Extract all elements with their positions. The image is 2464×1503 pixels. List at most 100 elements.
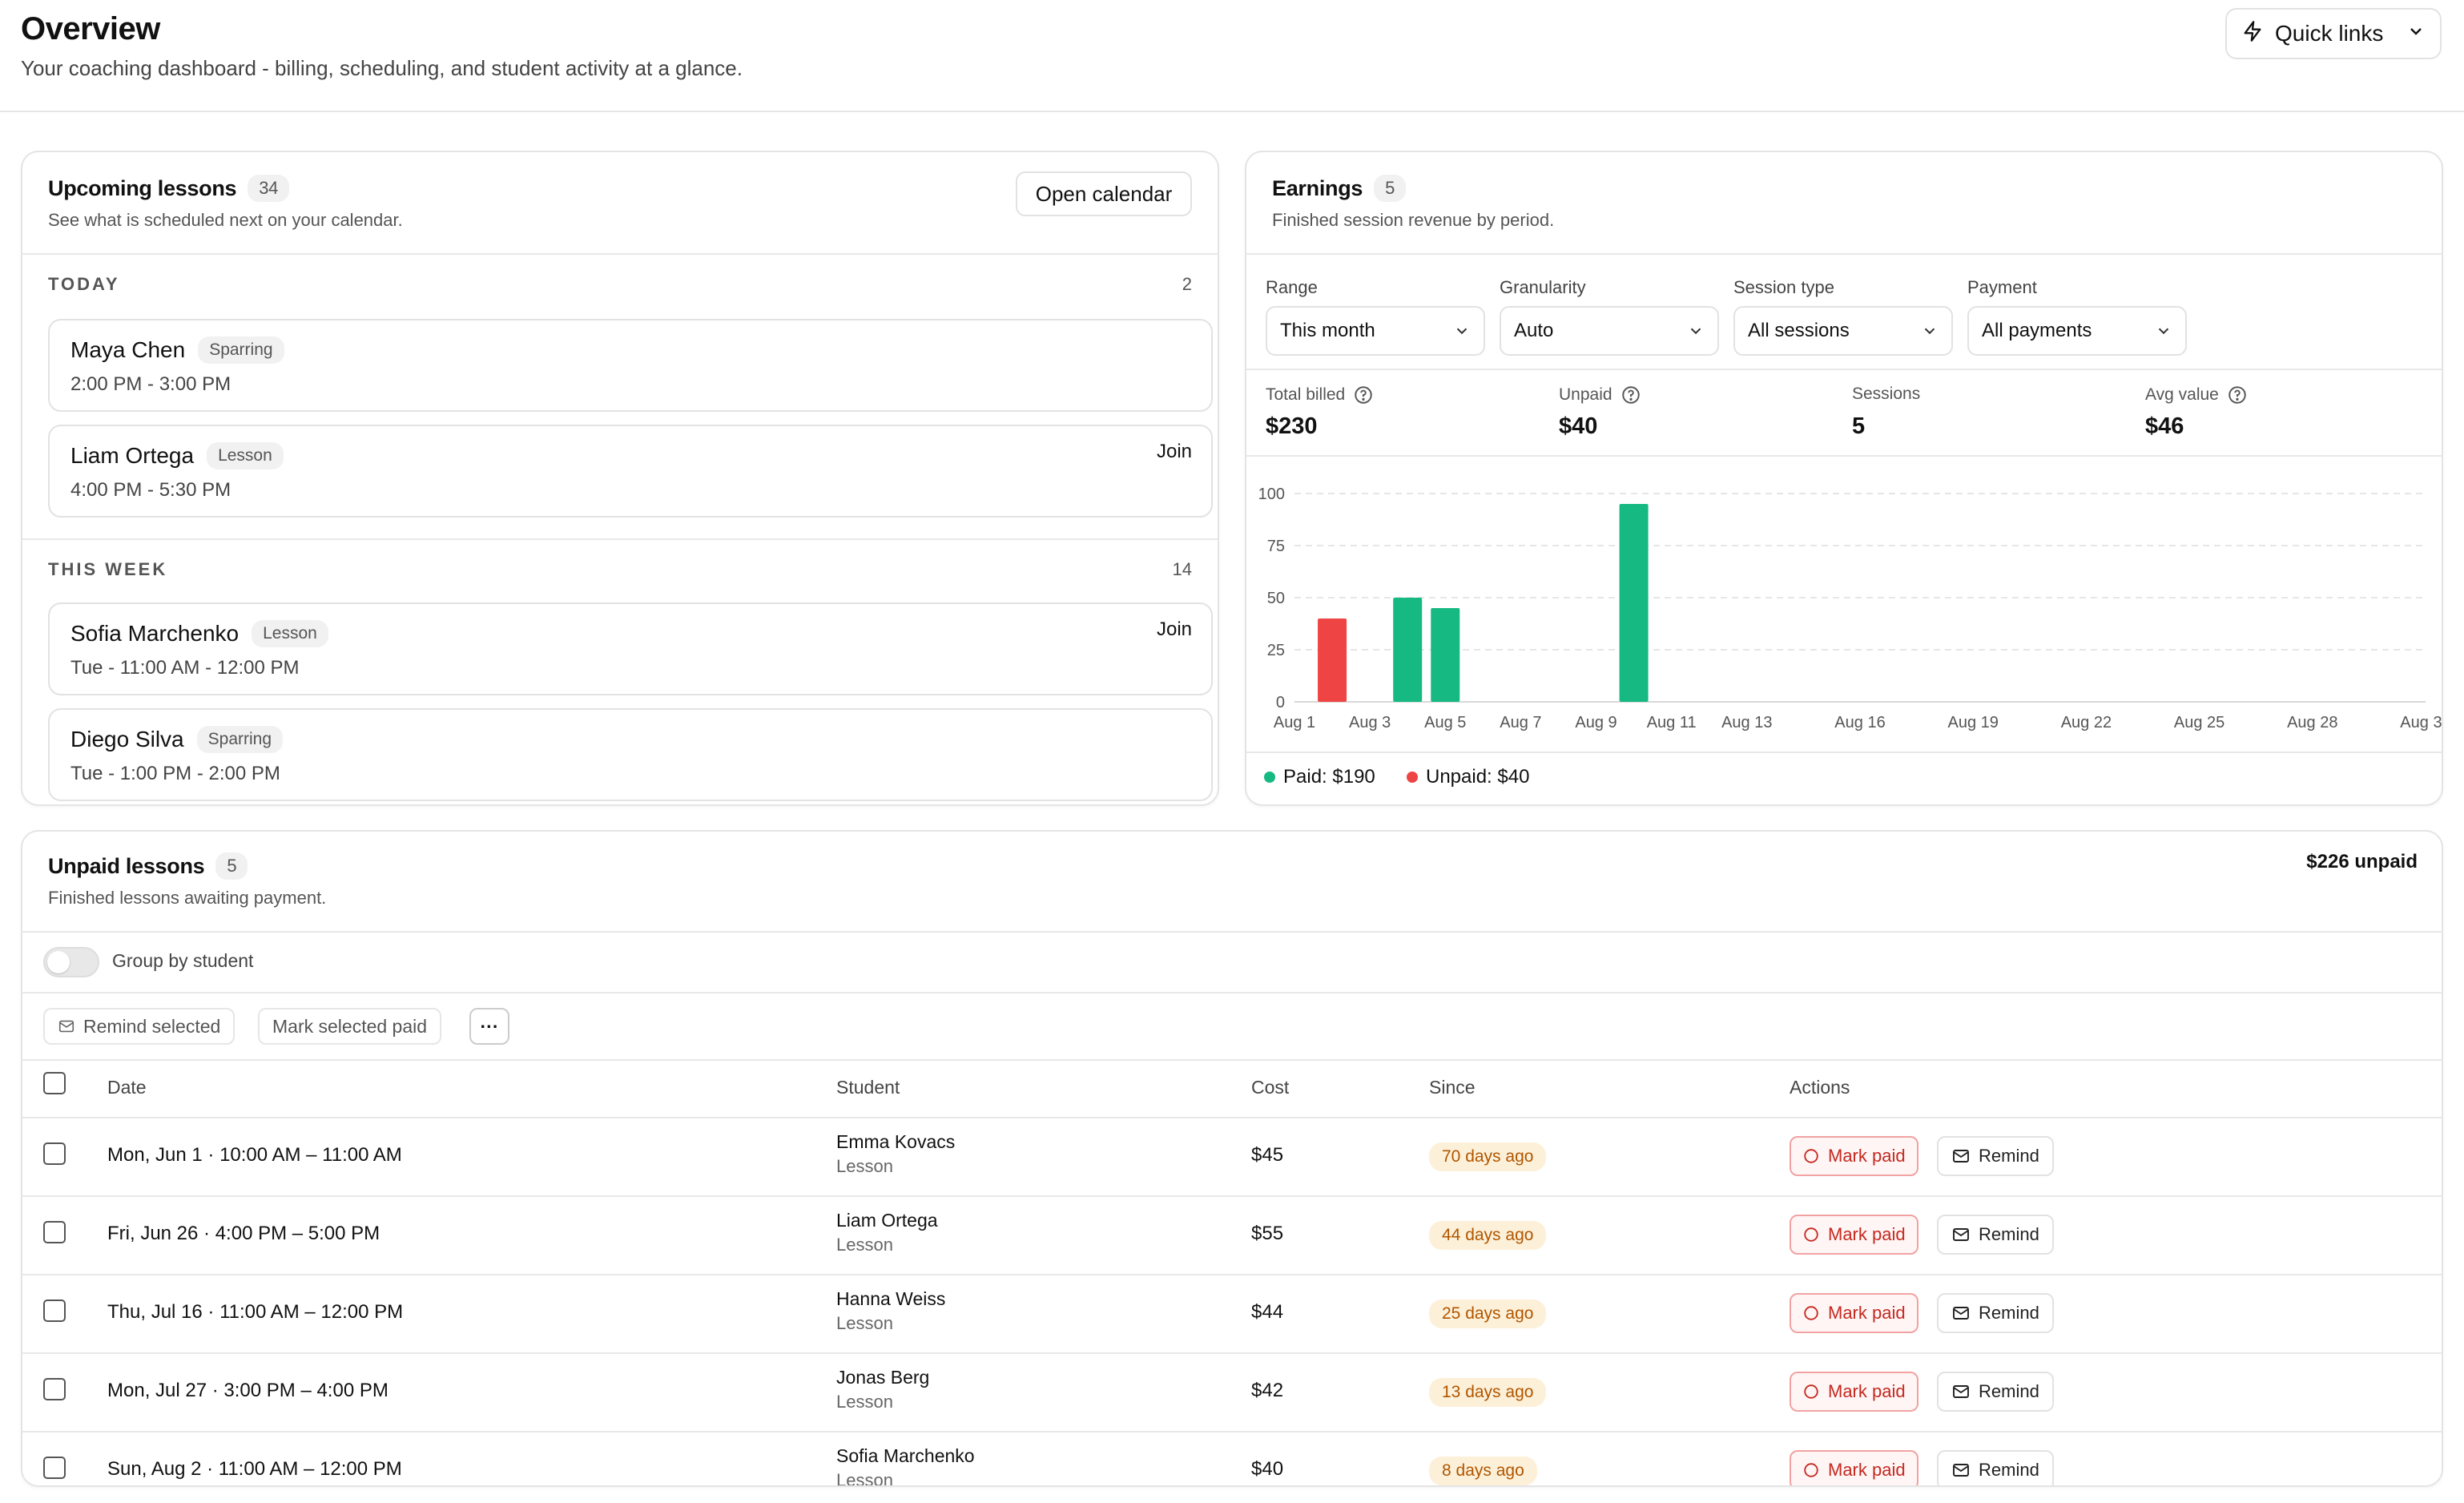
row-checkbox[interactable] <box>43 1142 66 1165</box>
remind-button[interactable]: Remind <box>1937 1450 2054 1485</box>
mark-paid-button[interactable]: Mark paid <box>1790 1372 1918 1412</box>
lesson-time: 2:00 PM - 3:00 PM <box>70 373 232 395</box>
lesson-time: 4:00 PM - 5:30 PM <box>70 479 232 501</box>
lesson-card[interactable]: Liam Ortega Lesson 4:00 PM - 5:30 PM Join <box>48 425 1213 518</box>
payment-select[interactable]: All payments <box>1967 306 2187 356</box>
sessions-label: Sessions <box>1852 385 1920 404</box>
column-header-date[interactable]: Date <box>107 1077 147 1098</box>
legend-paid-text: Paid: $190 <box>1283 766 1375 788</box>
paid-dot <box>1264 772 1275 783</box>
row-student[interactable]: Hanna Weiss Lesson <box>836 1288 945 1334</box>
row-date: Mon, Jul 27 · 3:00 PM – 4:00 PM <box>107 1380 389 1401</box>
mark-paid-button[interactable]: Mark paid <box>1790 1215 1918 1255</box>
lesson-card[interactable]: Maya Chen Sparring 2:00 PM - 3:00 PM <box>48 319 1213 412</box>
help-icon[interactable] <box>1353 385 1374 405</box>
y-tick-label: 25 <box>1267 642 1285 659</box>
range-select[interactable]: This month <box>1266 306 1485 356</box>
row-student[interactable]: Jonas Berg Lesson <box>836 1367 929 1412</box>
y-tick-label: 0 <box>1276 694 1285 711</box>
row-checkbox[interactable] <box>43 1457 66 1479</box>
mail-icon <box>1953 1228 1969 1241</box>
session-type-select[interactable]: All sessions <box>1733 306 1953 356</box>
sessions-label-text: Sessions <box>1852 385 1921 403</box>
mark-paid-button[interactable]: Mark paid <box>1790 1293 1918 1333</box>
mark-paid-button[interactable]: Mark paid <box>1790 1450 1918 1485</box>
row-student[interactable]: Liam Ortega Lesson <box>836 1210 938 1255</box>
group-by-student-toggle[interactable] <box>43 947 99 977</box>
divider <box>22 538 1218 540</box>
open-calendar-button[interactable]: Open calendar <box>1016 171 1192 216</box>
remind-label: Remind <box>1979 1303 2039 1323</box>
row-date: Mon, Jun 1 · 10:00 AM – 11:00 AM <box>107 1144 402 1166</box>
y-tick-label: 100 <box>1258 486 1285 503</box>
row-date: Sun, Aug 2 · 11:00 AM – 12:00 PM <box>107 1458 402 1480</box>
earnings-title: Earnings 5 <box>1272 175 1407 202</box>
lesson-type-tag: Lesson <box>252 620 328 647</box>
range-select-value: This month <box>1280 320 1375 341</box>
granularity-select[interactable]: Auto <box>1500 306 1719 356</box>
row-cost: $55 <box>1251 1223 1284 1244</box>
row-since-badge: 8 days ago <box>1429 1457 1537 1485</box>
remind-button[interactable]: Remind <box>1937 1215 2054 1255</box>
this-week-section-label: THIS WEEK <box>48 559 168 579</box>
row-student[interactable]: Emma Kovacs Lesson <box>836 1131 955 1177</box>
lesson-card[interactable]: Sofia Marchenko Lesson Tue - 11:00 AM - 1… <box>48 602 1213 695</box>
unpaid-bar <box>1318 619 1347 702</box>
help-icon[interactable] <box>2227 385 2248 405</box>
circle-icon <box>1804 1463 1818 1477</box>
today-section-label: TODAY <box>48 274 120 294</box>
row-student-type: Lesson <box>836 1313 893 1333</box>
paid-bar <box>1619 504 1649 702</box>
row-student-name: Liam Ortega <box>836 1210 938 1231</box>
row-checkbox[interactable] <box>43 1221 66 1243</box>
group-by-student-label: Group by student <box>112 950 254 971</box>
row-student[interactable]: Sofia Marchenko Lesson <box>836 1445 975 1485</box>
quick-links-button[interactable]: Quick links <box>2225 8 2442 59</box>
row-cost: $40 <box>1251 1458 1284 1480</box>
remind-selected-button[interactable]: Remind selected <box>43 1008 236 1045</box>
paid-bar <box>1393 598 1423 702</box>
unpaid-label-text: Unpaid <box>1559 385 1612 404</box>
avg-value-label: Avg value <box>2145 385 2248 405</box>
row-since-badge: 44 days ago <box>1429 1221 1547 1250</box>
chevron-down-icon <box>1456 328 1468 335</box>
chevron-down-icon <box>2158 328 2169 335</box>
row-student-name: Sofia Marchenko <box>836 1445 975 1466</box>
join-link[interactable]: Join <box>1156 441 1192 462</box>
mark-selected-paid-button[interactable]: Mark selected paid <box>258 1008 442 1045</box>
row-student-name: Hanna Weiss <box>836 1288 946 1309</box>
remind-button[interactable]: Remind <box>1937 1293 2054 1333</box>
mark-paid-button[interactable]: Mark paid <box>1790 1136 1918 1176</box>
today-section-count: 2 <box>1182 274 1192 294</box>
lesson-card[interactable]: Diego Silva Sparring Tue - 1:00 PM - 2:00… <box>48 708 1213 801</box>
x-tick-label: Aug 1 <box>1274 714 1315 731</box>
row-date: Fri, Jun 26 · 4:00 PM – 5:00 PM <box>107 1223 380 1244</box>
lesson-student: Liam Ortega Lesson <box>70 442 284 469</box>
remind-button[interactable]: Remind <box>1937 1136 2054 1176</box>
column-header-actions: Actions <box>1790 1077 1850 1098</box>
table-row: Mon, Jun 1 · 10:00 AM – 11:00 AM Emma Kov… <box>22 1117 2442 1195</box>
remind-button[interactable]: Remind <box>1937 1372 2054 1412</box>
unpaid-lessons-title-text: Unpaid lessons <box>48 854 205 878</box>
more-actions-button[interactable]: ··· <box>469 1008 509 1045</box>
page-subtitle: Your coaching dashboard - billing, sched… <box>21 56 743 80</box>
upcoming-lessons-subtitle: See what is scheduled next on your calen… <box>48 210 403 230</box>
table-row: Sun, Aug 2 · 11:00 AM – 12:00 PM Sofia Ma… <box>22 1431 2442 1485</box>
mark-paid-label: Mark paid <box>1828 1303 1906 1323</box>
earnings-card: Earnings 5 Finished session revenue by pe… <box>1245 151 2443 806</box>
row-checkbox[interactable] <box>43 1300 66 1322</box>
row-checkbox[interactable] <box>43 1378 66 1400</box>
earnings-bar-chart: 0 25 50 75 100 Aug 1 Aug 3 Aug 5 Aug 7 Aug 9 Aug 1… <box>1258 486 2442 731</box>
granularity-filter-label: Granularity <box>1500 277 1586 297</box>
range-filter-label: Range <box>1266 277 1318 297</box>
x-tick-label: Aug 3 <box>1349 714 1391 731</box>
column-header-student[interactable]: Student <box>836 1077 900 1098</box>
select-all-checkbox[interactable] <box>43 1072 66 1094</box>
column-header-since[interactable]: Since <box>1429 1077 1476 1098</box>
table-row: Mon, Jul 27 · 3:00 PM – 4:00 PM Jonas Ber… <box>22 1352 2442 1431</box>
column-header-cost[interactable]: Cost <box>1251 1077 1290 1098</box>
join-link[interactable]: Join <box>1156 619 1192 640</box>
help-icon[interactable] <box>1621 385 1641 405</box>
legend-unpaid: Unpaid: $40 <box>1407 766 1529 788</box>
